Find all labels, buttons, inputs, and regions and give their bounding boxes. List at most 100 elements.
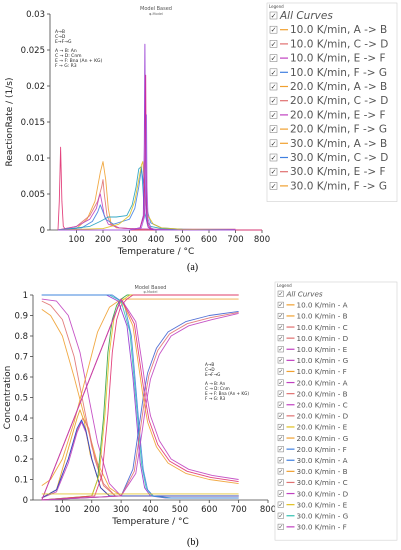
legend-entry-label: 10.0 K/min, F -> G [290, 67, 387, 79]
series-line [41, 298, 239, 486]
x-tick-label: 700 [231, 505, 247, 515]
legend-entry-label: 10.0 K/min - A [297, 301, 348, 310]
legend-entry-label: 10.0 K/min - F [297, 367, 347, 376]
legend-title: Legend [277, 283, 292, 288]
reaction-scheme-line: C→D [205, 367, 215, 372]
y-tick-label: 0.02 [26, 82, 45, 92]
chart-title: Model Based [140, 6, 172, 12]
series-line [41, 294, 239, 501]
check-icon: ✓ [278, 380, 283, 386]
legend-checkbox [277, 446, 284, 453]
check-icon: ✓ [271, 182, 277, 190]
check-icon: ✓ [278, 502, 283, 508]
legend-checkbox [277, 435, 284, 442]
x-tick-label: 200 [84, 505, 100, 515]
step-annotation-line: A → B: An [205, 381, 226, 386]
legend-checkbox [277, 412, 284, 419]
legend-checkbox [277, 401, 284, 408]
x-axis-label: Temperature / °C [111, 517, 189, 527]
legend-checkbox [269, 125, 278, 133]
x-tick-label: 600 [201, 505, 217, 515]
step-annotation-line: E → F: Bna (An + KG) [55, 58, 103, 64]
check-icon: ✓ [271, 40, 277, 48]
legend: Legend✓ All Curves✓ 10.0 K/min, A -> B✓ 10.… [266, 2, 398, 202]
check-icon: ✓ [278, 347, 283, 353]
check-icon: ✓ [278, 292, 283, 298]
y-tick-label: 0.9 [14, 312, 28, 322]
series-line [41, 312, 239, 501]
legend-entry-label: 10.0 K/min, A -> B [290, 24, 387, 36]
legend-entry-label: 30.0 K/min, A -> B [290, 138, 387, 150]
y-tick-label: 0.6 [14, 373, 28, 383]
legend-entry-label: 10.0 K/min - C [297, 323, 348, 332]
series-line [57, 166, 236, 231]
check-icon: ✓ [278, 369, 283, 375]
series-line [41, 298, 239, 501]
check-icon: ✓ [278, 447, 283, 453]
x-tick-label: 300 [113, 505, 129, 515]
legend-checkbox [269, 40, 278, 48]
reaction-scheme-line: A→B [55, 29, 65, 35]
x-tick-label: 400 [142, 505, 158, 515]
check-icon: ✓ [271, 26, 277, 34]
y-axis-label: ReactionRate / (1/s) [5, 78, 15, 167]
step-annotation-line: F → G: R3 [205, 396, 225, 401]
check-icon: ✓ [278, 414, 283, 420]
check-icon: ✓ [278, 403, 283, 409]
check-icon: ✓ [271, 69, 277, 77]
legend-checkbox [269, 139, 278, 148]
check-icon: ✓ [278, 469, 283, 475]
legend-checkbox [277, 501, 284, 508]
legend-checkbox [269, 82, 278, 91]
series-line [57, 146, 262, 231]
check-icon: ✓ [271, 111, 277, 119]
check-icon: ✓ [278, 391, 283, 397]
legend-entry-label: 30.0 K/min - B [297, 467, 348, 476]
step-annotation-line: F → G: R3 [55, 63, 77, 69]
legend-entry-label: 30.0 K/min, C -> D [290, 152, 388, 164]
x-tick-label: 300 [121, 235, 137, 245]
y-tick-label: 0.025 [21, 46, 45, 56]
chart-b: 100 200 300 400 500 600 700 800 0 0.1 0.2 0.3 0.4 0.5… [3, 281, 398, 541]
panel-label-b: (b) [187, 537, 199, 548]
x-tick-label: 100 [68, 235, 84, 245]
legend-entry-label: 10.0 K/min, E -> F [290, 53, 386, 65]
y-tick-label: 0.03 [26, 10, 45, 20]
legend-entry-label: 30.0 K/min - F [297, 523, 347, 532]
legend-all-label: All Curves [279, 10, 333, 22]
legend-entry-label: 20.0 K/min - G [297, 434, 349, 443]
reaction-scheme-line: E→F→G [205, 372, 220, 377]
series-line [41, 310, 239, 501]
check-icon: ✓ [278, 425, 283, 431]
x-tick-label: 800 [260, 505, 276, 515]
legend-checkbox [277, 312, 284, 319]
check-icon: ✓ [278, 514, 283, 520]
legend-checkbox [269, 96, 278, 105]
y-tick-label: 0.3 [14, 435, 28, 445]
legend-checkbox [277, 379, 284, 386]
check-icon: ✓ [278, 314, 283, 320]
step-annotation-line: C → D: Cnm [205, 386, 230, 391]
legend-entry-label: 30.0 K/min - A [297, 456, 348, 465]
legend-box [274, 281, 398, 541]
series-line [41, 294, 239, 501]
x-axis-label: Temperature / °C [117, 247, 195, 257]
series-line [41, 311, 239, 501]
series-line [41, 298, 239, 501]
x-tick-label: 600 [201, 235, 217, 245]
check-icon: ✓ [278, 491, 283, 497]
legend-entry-label: 10.0 K/min - B [297, 312, 348, 321]
legend-entry-label: 20.0 K/min, E -> F [290, 109, 386, 121]
legend-entry-label: 20.0 K/min - B [297, 389, 348, 398]
y-tick-label: 0.5 [14, 394, 28, 404]
series-line [41, 298, 239, 501]
legend-checkbox [277, 457, 284, 464]
x-tick-label: 200 [95, 235, 111, 245]
check-icon: ✓ [278, 458, 283, 464]
y-tick-label: 1 [23, 291, 28, 301]
panel-label-a: (a) [187, 262, 199, 273]
y-tick-label: 0 [23, 496, 28, 506]
